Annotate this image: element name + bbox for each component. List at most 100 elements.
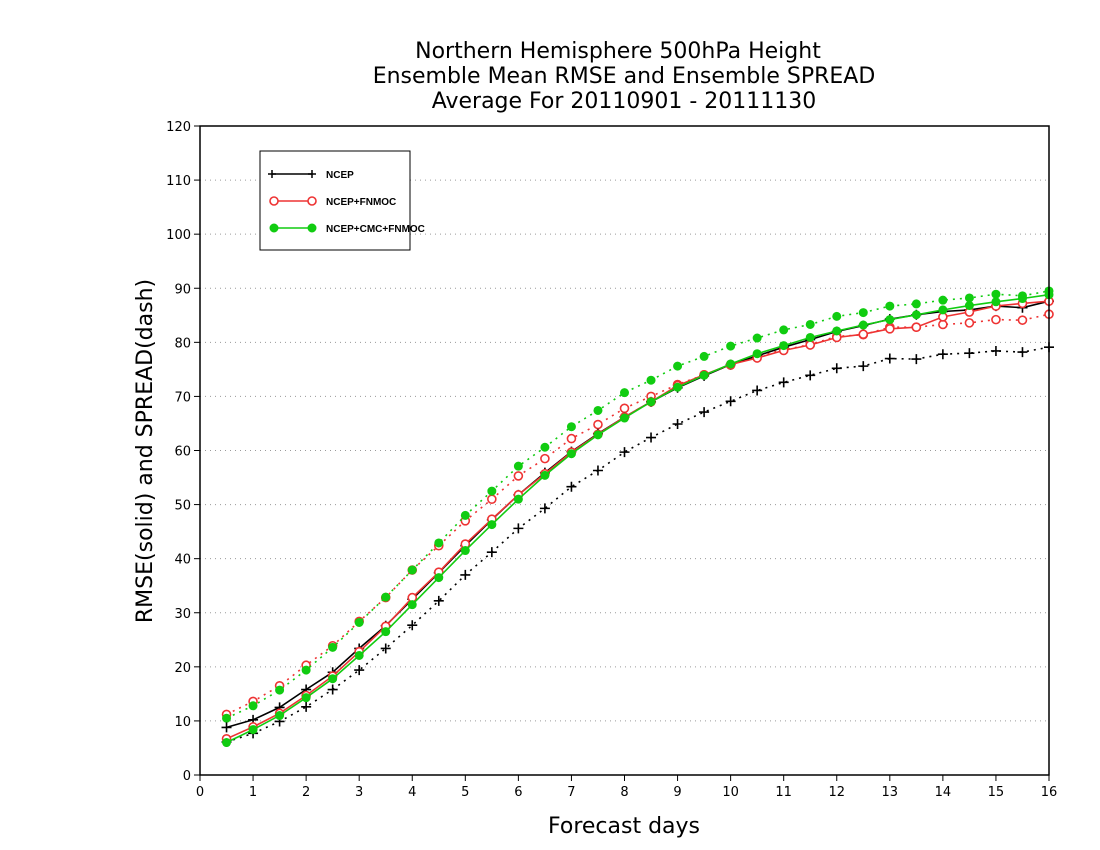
data-point: [778, 377, 789, 388]
chart-title: Northern Hemisphere 500hPa Height Ensemb…: [373, 39, 876, 114]
series-line: [226, 300, 1050, 740]
filled-circle-marker-icon: [307, 223, 317, 233]
data-point: [673, 361, 683, 371]
series-layer: [221, 286, 1054, 748]
y-tick-label: 30: [174, 607, 191, 622]
data-point: [858, 308, 868, 318]
data-point: [619, 447, 630, 458]
plus-marker-icon: [268, 170, 316, 178]
data-point: [752, 349, 762, 359]
data-point: [646, 432, 657, 443]
data-point: [911, 310, 921, 320]
data-point: [381, 592, 391, 602]
data-point: [699, 351, 709, 361]
data-point: [885, 315, 895, 325]
data-point: [672, 418, 683, 429]
data-point: [858, 361, 869, 372]
x-tick-label: 5: [461, 785, 469, 800]
data-point: [805, 332, 815, 342]
data-point: [301, 693, 311, 703]
data-point: [673, 382, 683, 392]
data-point: [301, 665, 311, 675]
data-point: [407, 600, 417, 610]
data-point: [620, 388, 629, 398]
data-point: [832, 326, 842, 336]
data-point: [539, 503, 550, 514]
data-point: [831, 363, 842, 374]
filled-circle-marker-icon: [269, 223, 279, 233]
data-point: [725, 396, 736, 407]
data-point: [620, 413, 629, 423]
data-point: [460, 510, 470, 520]
data-point: [593, 430, 603, 440]
data-point: [752, 385, 763, 396]
x-tick-label: 10: [722, 785, 739, 800]
data-point: [487, 520, 497, 530]
x-tick-label: 0: [196, 785, 204, 800]
data-point: [513, 461, 523, 471]
x-tick-label: 9: [673, 785, 681, 800]
x-tick-label: 4: [408, 785, 416, 800]
data-point: [964, 293, 974, 303]
data-point: [805, 319, 815, 329]
open-circle-marker-icon: [269, 196, 279, 206]
x-tick-label: 15: [988, 785, 1005, 800]
data-point: [911, 299, 921, 309]
y-tick-label: 10: [174, 715, 191, 730]
data-point: [433, 595, 444, 606]
x-tick-label: 3: [355, 785, 363, 800]
data-point: [566, 422, 576, 432]
data-point: [354, 665, 365, 676]
data-point: [328, 642, 338, 652]
y-tick-label: 40: [174, 553, 191, 568]
data-point: [646, 375, 656, 385]
data-point: [592, 465, 603, 476]
data-point: [221, 722, 232, 733]
data-point: [646, 397, 656, 407]
legend-item-ncep-fnmoc: NCEP+FNMOC: [269, 196, 396, 208]
legend: NCEP NCEP+FNMOC NCEP+CMC+FNMOC: [259, 150, 425, 251]
data-point: [964, 301, 974, 311]
series-ncep-fnmoc-spread: [221, 309, 1054, 720]
data-point: [380, 643, 391, 654]
x-axis-title: Forecast days: [548, 814, 700, 839]
data-point: [832, 311, 842, 321]
x-tick-label: 6: [514, 785, 522, 800]
series-line: [226, 293, 1050, 744]
x-tick-label: 12: [828, 785, 845, 800]
data-point: [540, 470, 550, 480]
data-point: [354, 650, 364, 660]
legend-label: NCEP+CMC+FNMOC: [326, 224, 425, 235]
data-point: [858, 329, 869, 340]
data-point: [726, 341, 736, 351]
data-point: [937, 349, 948, 360]
y-axis-title: RMSE(solid) and SPREAD(dash): [133, 279, 158, 623]
y-tick-label: 50: [174, 499, 191, 514]
data-point: [248, 701, 258, 711]
data-point: [540, 442, 550, 452]
data-point: [991, 297, 1001, 307]
data-point: [513, 523, 524, 534]
series-ncep-fnmoc-rmse: [221, 296, 1054, 744]
y-tick-label: 120: [166, 120, 191, 135]
series-line: [226, 313, 1050, 716]
data-point: [434, 573, 444, 583]
title-line-1: Northern Hemisphere 500hPa Height: [415, 39, 821, 64]
y-tick-label: 60: [174, 445, 191, 460]
x-tick-label: 7: [567, 785, 575, 800]
data-point: [964, 348, 975, 359]
data-point: [779, 325, 789, 335]
series-ncep-cmc-fnmoc-rmse: [222, 290, 1054, 748]
data-point: [805, 370, 816, 381]
data-point: [407, 565, 417, 575]
x-tick-label: 14: [935, 785, 952, 800]
data-point: [354, 617, 364, 627]
data-point: [1017, 347, 1028, 358]
data-point: [752, 333, 762, 343]
data-point: [513, 494, 523, 504]
data-point: [1017, 315, 1028, 325]
x-tick-label: 2: [302, 785, 310, 800]
data-point: [381, 627, 391, 637]
data-point: [487, 494, 497, 504]
